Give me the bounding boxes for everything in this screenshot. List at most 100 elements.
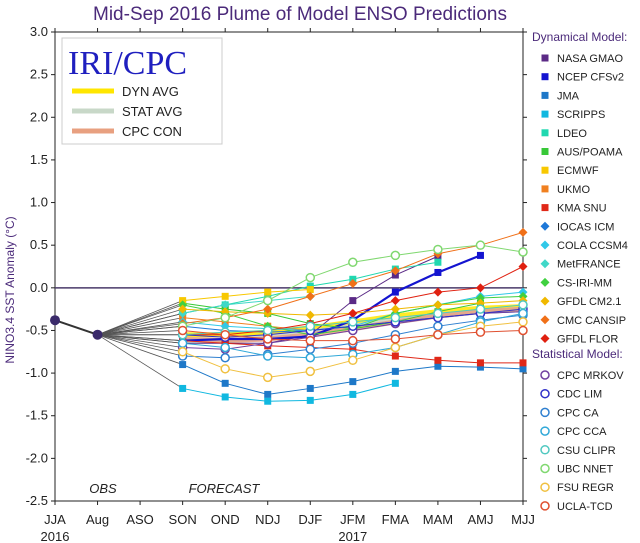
legend-label-jma: JMA	[557, 90, 580, 102]
connector-scripps	[97, 334, 183, 389]
connector-jma	[97, 334, 183, 365]
connector-ucla-tcd	[97, 330, 183, 336]
period-labels: OBS FORECAST	[89, 481, 260, 496]
point-ecmwf	[264, 288, 272, 296]
point-cpc-ca	[305, 344, 316, 354]
legend-label-ncep-cfsv2: NCEP CFSv2	[557, 72, 624, 84]
point-ubc-nnet	[433, 244, 443, 255]
point-cpc-cca	[262, 351, 273, 361]
point-cmc-cansip	[518, 227, 528, 237]
x-tick-label: AMJ	[467, 512, 493, 527]
dyn-avg-label: DYN AVG	[122, 84, 179, 99]
legend-marker-jma	[541, 91, 549, 99]
connector-ubc-nnet	[97, 325, 183, 336]
point-fsu-regr	[305, 366, 316, 377]
point-fsu-regr	[390, 342, 401, 353]
point-kma-snu	[349, 345, 357, 353]
connector-ukmo	[97, 317, 183, 336]
point-cmc-cansip	[263, 304, 273, 314]
legend-marker-aus-poama	[541, 148, 549, 155]
legend-marker-ucla-tcd	[540, 501, 550, 511]
legend-label-csu-clipr: CSU CLIPR	[557, 445, 616, 457]
y-tick-label: 1.0	[30, 195, 48, 210]
series-line-scripps	[182, 382, 396, 402]
connector-metfrance	[97, 313, 183, 336]
point-jma	[349, 378, 357, 386]
point-scripps	[179, 384, 187, 392]
point-kma-snu	[391, 352, 399, 360]
point-gfdl-cm2-1	[305, 310, 315, 320]
legend-label-ldeo: LDEO	[557, 128, 587, 140]
legend-label-cola-ccsm4: COLA CCSM4	[557, 240, 628, 252]
connector-fsu-regr	[97, 334, 183, 353]
legend-marker-nasa-gmao	[541, 54, 549, 62]
legend-marker-cpc-ca	[540, 407, 550, 418]
legend-marker-ukmo	[541, 185, 549, 193]
obs-line	[54, 319, 98, 336]
point-ucla-tcd	[518, 325, 528, 336]
point-kma-snu	[519, 359, 527, 367]
point-ucla-tcd	[262, 334, 273, 344]
point-csu-clipr	[433, 308, 443, 319]
point-jma	[434, 362, 442, 370]
legend-label-nasa-gmao: NASA GMAO	[557, 53, 623, 65]
legend-label-cs-iri-mm: CS-IRI-MM	[557, 277, 612, 289]
legend-marker-cdc-lim	[540, 388, 550, 399]
legend-marker-scripps	[541, 110, 549, 118]
point-ubc-nnet	[220, 312, 230, 323]
series-lines	[54, 231, 524, 402]
point-csu-clipr	[390, 312, 401, 323]
point-ecmwf	[306, 286, 314, 294]
x-tick-label: Aug	[86, 512, 109, 527]
legend-marker-ubc-nnet	[540, 463, 550, 474]
point-fsu-regr	[177, 347, 188, 357]
point-scripps	[391, 379, 399, 387]
point-ucla-tcd	[390, 334, 401, 344]
point-scripps	[349, 390, 357, 398]
point-cpc-cca	[220, 342, 230, 353]
point-csu-clipr	[518, 300, 528, 310]
point-cpc-ca	[220, 352, 230, 363]
connector-cs-iri-mm	[97, 304, 183, 336]
legend-label-cdc-lim: CDC LIM	[557, 389, 602, 401]
point-kma-snu	[434, 356, 442, 364]
legend-label-iocas-icm: IOCAS ICM	[557, 221, 614, 233]
y-tick-label: 1.5	[30, 152, 48, 167]
point-gfdl-cm2-1	[390, 304, 400, 314]
point-gfdl-cm2-1	[433, 300, 443, 310]
point-nasa-gmao	[349, 297, 357, 305]
legend-label-ecmwf: ECMWF	[557, 165, 599, 177]
legend-label-ucla-tcd: UCLA-TCD	[557, 501, 613, 513]
forecast-label: FORECAST	[189, 481, 261, 496]
y-tick-label: 2.0	[30, 109, 48, 124]
point-jma	[306, 384, 314, 392]
y-tick-label: -2.5	[26, 493, 48, 508]
point-gfdl-flor	[348, 308, 358, 318]
x-tick-label: OND	[211, 512, 240, 527]
iri-cpc-logo: IRI/CPC	[68, 45, 187, 82]
legend-marker-ncep-cfsv2	[541, 73, 549, 81]
y-tick-label: 3.0	[30, 24, 48, 39]
legend-label-ukmo: UKMO	[557, 184, 590, 196]
connector-kma-snu	[97, 334, 183, 342]
point-ubc-nnet	[475, 240, 486, 250]
connector-ecmwf	[97, 300, 183, 336]
legend-marker-cpc-cca	[540, 426, 550, 436]
x-tick-label: MJJ	[511, 512, 535, 527]
series-line-ecmwf	[182, 289, 311, 302]
point-ecmwf	[221, 292, 229, 300]
point-ucla-tcd	[220, 329, 230, 340]
point-kma-snu	[476, 359, 484, 367]
legend-label-cpc-ca: CPC CA	[557, 407, 599, 419]
point-cpc-cca	[305, 352, 316, 363]
legend-label-cpc-mrkov: CPC MRKOV	[557, 370, 624, 382]
point-metfrance	[220, 300, 230, 310]
point-csu-clipr	[262, 325, 273, 336]
obs-point	[92, 329, 103, 340]
x-tick-label: ASO	[126, 512, 153, 527]
point-cpc-cca	[177, 338, 188, 348]
statistical-legend-header: Statistical Model:	[532, 347, 623, 361]
y-tick-label: 0.5	[30, 237, 48, 252]
x-tick-label: DJF	[298, 512, 322, 527]
y-tick-label: 0.0	[30, 280, 48, 295]
